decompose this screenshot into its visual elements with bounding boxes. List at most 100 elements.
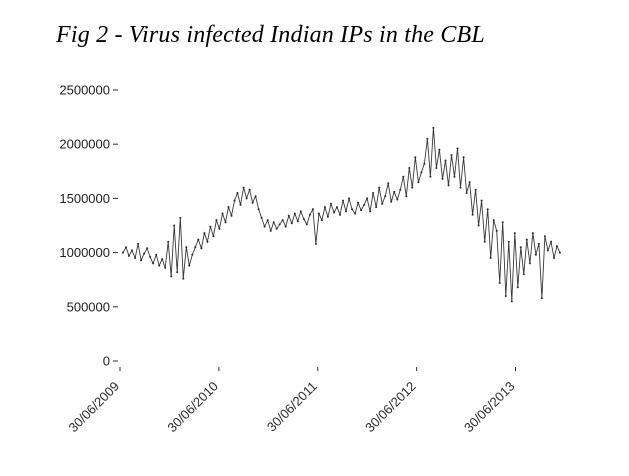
data-point (486, 208, 489, 211)
data-point (492, 219, 495, 222)
data-point (429, 175, 432, 178)
data-point (426, 137, 429, 140)
data-point (296, 220, 299, 223)
data-point (239, 203, 242, 206)
data-point (477, 224, 480, 227)
data-point (501, 221, 504, 224)
data-point (435, 167, 438, 169)
data-point (152, 262, 155, 265)
data-point (468, 181, 471, 184)
data-point (227, 206, 230, 209)
data-point (411, 186, 414, 189)
data-point (405, 195, 408, 198)
data-point (314, 242, 317, 245)
x-axis-tick-label: 30/06/2009 (65, 379, 122, 436)
data-point (559, 251, 561, 254)
data-point (164, 266, 167, 269)
data-point (323, 206, 326, 209)
data-point (408, 167, 411, 169)
data-point (396, 198, 399, 201)
data-point (269, 229, 272, 232)
data-point (393, 190, 396, 193)
data-point (345, 210, 347, 213)
data-point (176, 271, 179, 274)
data-point (447, 184, 450, 187)
figure-caption: Fig 2 - Virus infected Indian IPs in the… (56, 22, 485, 48)
data-point (188, 264, 191, 267)
data-point (480, 199, 483, 202)
data-point (553, 257, 555, 259)
data-point (465, 192, 468, 194)
data-point (330, 202, 332, 205)
data-point (510, 300, 513, 303)
data-point (369, 210, 372, 213)
x-axis-tick-label: 30/06/2013 (461, 379, 518, 436)
data-point (224, 221, 227, 224)
data-point (543, 235, 546, 238)
line-chart-svg: 2500000200000015000001000000500000030/06… (59, 83, 561, 436)
data-point (339, 213, 341, 216)
data-point (179, 216, 182, 219)
data-point (308, 213, 311, 216)
data-point (326, 215, 329, 218)
data-point (230, 214, 233, 217)
data-point (305, 223, 308, 226)
data-point (550, 240, 552, 243)
data-series-points (122, 126, 561, 303)
data-point (149, 255, 152, 258)
data-point (128, 254, 130, 257)
data-point (462, 156, 465, 159)
data-point (471, 213, 474, 216)
data-point (143, 252, 146, 255)
y-axis-tick-label: 1500000 (59, 191, 110, 206)
data-point (212, 235, 215, 238)
data-point (137, 242, 140, 245)
x-axis-tick-label: 30/06/2010 (164, 379, 221, 436)
data-point (444, 159, 447, 162)
data-point (218, 227, 221, 230)
chart-area: 2500000 2000000 1500000 1000000 500000 0 30/06… (48, 66, 618, 471)
data-point (260, 216, 263, 219)
data-point (450, 154, 453, 156)
data-point (537, 242, 540, 245)
data-point (221, 212, 224, 215)
data-point (245, 197, 248, 200)
data-point (194, 246, 197, 249)
data-point (290, 222, 293, 225)
data-point (459, 186, 462, 189)
data-point (519, 246, 522, 249)
data-point (209, 225, 212, 228)
data-point (251, 201, 254, 204)
data-point (200, 247, 203, 250)
data-point (191, 253, 194, 256)
data-point (336, 206, 338, 209)
data-point (158, 264, 161, 267)
data-point (441, 177, 444, 180)
y-axis-tick-label: 0 (103, 354, 110, 369)
data-point (311, 208, 314, 211)
data-point (203, 232, 206, 235)
data-point (185, 246, 188, 249)
data-point (333, 211, 335, 214)
data-point (402, 175, 405, 178)
data-point (489, 257, 492, 259)
y-axis-tick-label: 1000000 (59, 245, 110, 260)
data-point (173, 224, 176, 227)
data-point (504, 295, 507, 297)
data-point (348, 197, 350, 200)
data-point (161, 258, 164, 261)
data-point (384, 195, 387, 198)
data-point (507, 240, 510, 243)
data-point (293, 212, 296, 215)
data-point (495, 229, 498, 232)
data-point (281, 219, 284, 222)
data-point (438, 148, 441, 151)
data-point (546, 249, 549, 252)
data-point (125, 246, 127, 249)
data-point (432, 126, 435, 129)
data-point (170, 275, 173, 278)
data-point (351, 208, 353, 211)
data-point (275, 227, 278, 230)
data-point (556, 245, 558, 248)
